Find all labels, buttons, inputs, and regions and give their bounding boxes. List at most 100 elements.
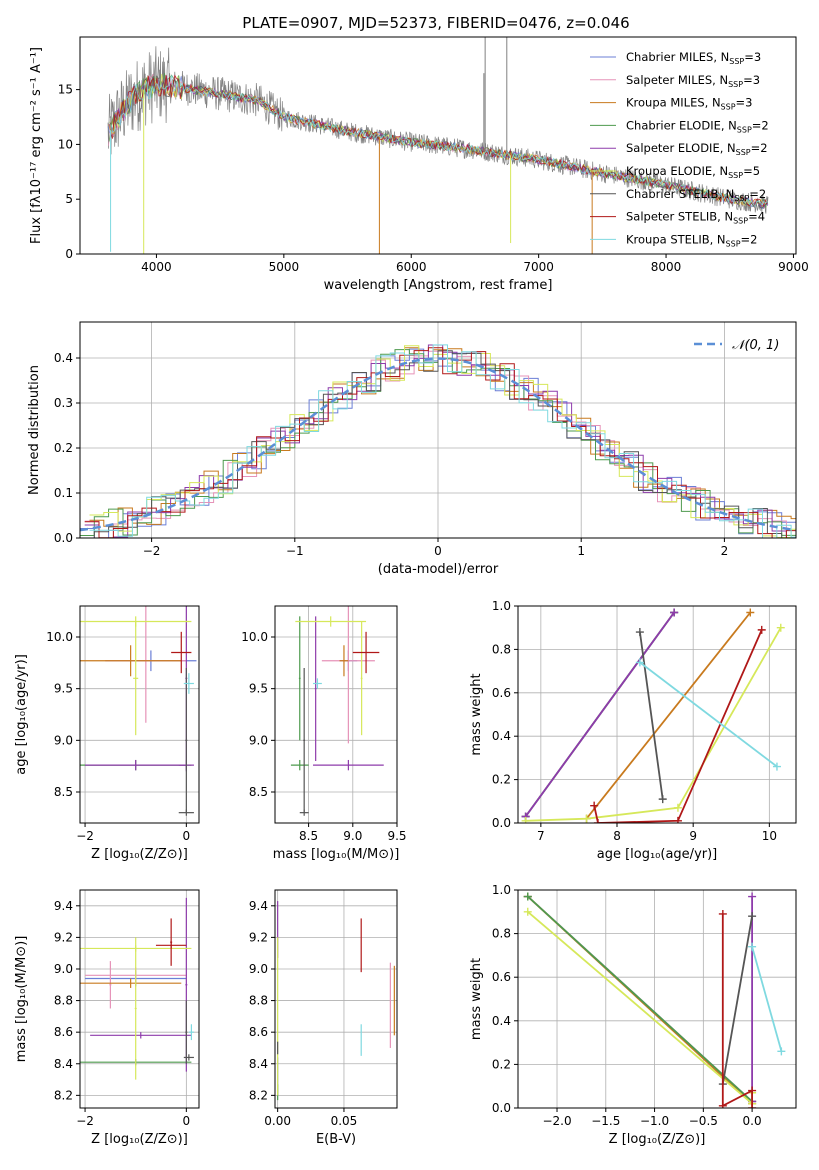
x-tick-label: −2 [143, 544, 161, 558]
legend-label: Kroupa MILES, NSSP=3 [626, 96, 752, 112]
y-tick-label: 0 [65, 247, 73, 261]
mass-weight-point [772, 762, 781, 771]
x-tick-label: 7000 [523, 260, 554, 274]
x-tick-label: −2 [76, 829, 94, 843]
y-tick-label: 10 [58, 137, 73, 151]
y-tick-label: 0.6 [492, 686, 511, 700]
panel-spectrum: 4000 5000 6000 7000 8000 9000 0 5 10 15 wavelength… [29, 36, 809, 293]
panel-residual_histogram: −2 −1 0 1 2 0.0 0.1 0.2 0.3 0.4 (data-model)/error… [27, 321, 797, 577]
y-tick-label: 8.8 [54, 994, 73, 1008]
mass-weight-point [718, 1101, 727, 1108]
axes-frame [517, 889, 797, 1109]
x-tick-label: 2 [721, 544, 729, 558]
y-tick-label: 9.0 [54, 733, 73, 747]
residual-histogram-step-8 [89, 344, 796, 538]
mass-weight-line-5 [527, 911, 753, 1106]
panel-age_vs_mass: 8.5 9.0 9.5 8.5 9.0 9.5 10.0 mass [log₁₀(M/M⊙)] [241, 605, 407, 862]
mass-weight-point [670, 608, 679, 617]
residual-histogram-step-7 [84, 347, 796, 538]
x-tick-label: 8 [613, 829, 621, 843]
legend-label: Chabrier ELODIE, NSSP=2 [626, 118, 769, 134]
legend-label: 𝒩(0, 1) [732, 338, 779, 353]
y-tick-label: 0.6 [492, 970, 511, 984]
y-tick-label: 9.5 [249, 682, 268, 696]
plot-area [521, 608, 785, 823]
mass-weight-point [658, 795, 667, 804]
axes-frame [79, 36, 797, 255]
plot-area [523, 892, 786, 1108]
legend-label: Chabrier STELIB, NSSP=2 [626, 187, 766, 203]
x-tick-label: 0.0 [743, 1114, 762, 1128]
x-tick-label: 0.05 [331, 1114, 358, 1128]
plot-area [290, 606, 384, 816]
mass-weight-line-7 [593, 629, 763, 823]
mass-weight-point [673, 816, 682, 823]
y-tick-label: 10.0 [46, 630, 73, 644]
y-tick-label: 0.8 [492, 642, 511, 656]
residual-histogram-step-5 [89, 345, 796, 538]
figure-title: PLATE=0907, MJD=52373, FIBERID=0476, z=0… [242, 14, 629, 32]
x-tick-label: 4000 [141, 260, 172, 274]
x-tick-label: −0.5 [689, 1114, 718, 1128]
y-axis-label: Normed distribution [27, 365, 42, 495]
spectrum-legend: Chabrier MILES, NSSP=3 Salpeter MILES, NS… [590, 50, 769, 248]
mass-weight-point [523, 892, 532, 901]
x-tick-label: 0 [434, 544, 442, 558]
plot-area [107, 37, 769, 254]
plot-area [277, 901, 395, 1101]
y-tick-label: 9.5 [54, 682, 73, 696]
x-tick-label: −2.0 [542, 1114, 571, 1128]
residual-histogram-step-1 [84, 350, 796, 538]
y-axis-label: Flux [fλ10⁻¹⁷ erg cm⁻² s⁻¹ A⁻¹] [29, 47, 44, 244]
x-tick-label: 8.5 [299, 829, 318, 843]
x-axis-label: age [log₁₀(age/yr)] [597, 847, 718, 862]
mass-weight-line-8 [751, 946, 783, 1052]
residual-histogram-step-2 [89, 347, 796, 527]
mass-weight-point [748, 912, 757, 921]
y-tick-label: 8.4 [54, 1057, 73, 1071]
mass-weight-line-8 [639, 661, 778, 768]
y-tick-label: 8.6 [249, 1025, 268, 1039]
mass-weight-point [523, 907, 532, 916]
y-tick-label: 0.0 [492, 816, 511, 830]
x-tick-label: −2 [76, 1114, 94, 1128]
y-tick-label: 0.0 [54, 531, 73, 545]
y-tick-label: 1.0 [492, 599, 511, 613]
x-axis-label: Z [log₁₀(Z/Z⊙)] [91, 1132, 188, 1147]
mass-weight-point [776, 623, 785, 632]
y-tick-label: 8.8 [249, 994, 268, 1008]
x-tick-label: 10 [762, 829, 777, 843]
axes-frame [517, 605, 797, 824]
y-tick-label: 0.0 [492, 1101, 511, 1115]
y-tick-label: 0.2 [492, 1057, 511, 1071]
y-tick-label: 9.2 [54, 930, 73, 944]
mass-weight-line-4 [524, 611, 675, 818]
y-axis-label: mass weight [469, 958, 484, 1040]
panel-mass_vs_Z: −2 0 8.2 8.4 8.6 8.8 9.0 9.2 9.4 Z [log₁₀(Z/Z⊙)] m… [14, 889, 200, 1147]
x-tick-label: −1.5 [591, 1114, 620, 1128]
plot-area [80, 344, 796, 538]
panel-mass_vs_ebv: 0.00 0.05 8.2 8.4 8.6 8.8 9.0 9.2 9.4 E(B-V) [249, 889, 398, 1147]
x-axis-label: wavelength [Angstrom, rest frame] [324, 278, 553, 293]
panel-weight_vs_Z: −2.0 −1.5 −1.0 −0.5 0.0 0.0 0.2 0.4 0.6 0.8 1.0 Z [… [469, 883, 797, 1147]
mass-weight-point [748, 892, 757, 901]
mass-weight-point [748, 942, 757, 951]
mass-weight-point [748, 1086, 757, 1095]
panel-weight_vs_age: 7 8 9 10 0.0 0.2 0.4 0.6 0.8 1.0 age [log₁₀(age/yr… [469, 599, 797, 862]
x-tick-label: 9 [689, 829, 697, 843]
x-tick-label: 7 [537, 829, 545, 843]
y-axis-label: mass weight [469, 673, 484, 755]
x-tick-label: 6000 [396, 260, 427, 274]
x-tick-label: 8000 [651, 260, 682, 274]
x-axis-label: Z [log₁₀(Z/Z⊙)] [609, 1132, 706, 1147]
legend-label: Salpeter STELIB, NSSP=4 [626, 210, 765, 226]
y-tick-label: 9.0 [249, 962, 268, 976]
legend-label: Salpeter ELODIE, NSSP=2 [626, 141, 768, 157]
y-tick-label: 9.0 [249, 733, 268, 747]
x-tick-label: −1 [286, 544, 304, 558]
mass-weight-line-6 [639, 631, 664, 800]
mass-weight-point [521, 816, 530, 823]
y-tick-label: 8.4 [249, 1057, 268, 1071]
plot-area [80, 606, 197, 816]
